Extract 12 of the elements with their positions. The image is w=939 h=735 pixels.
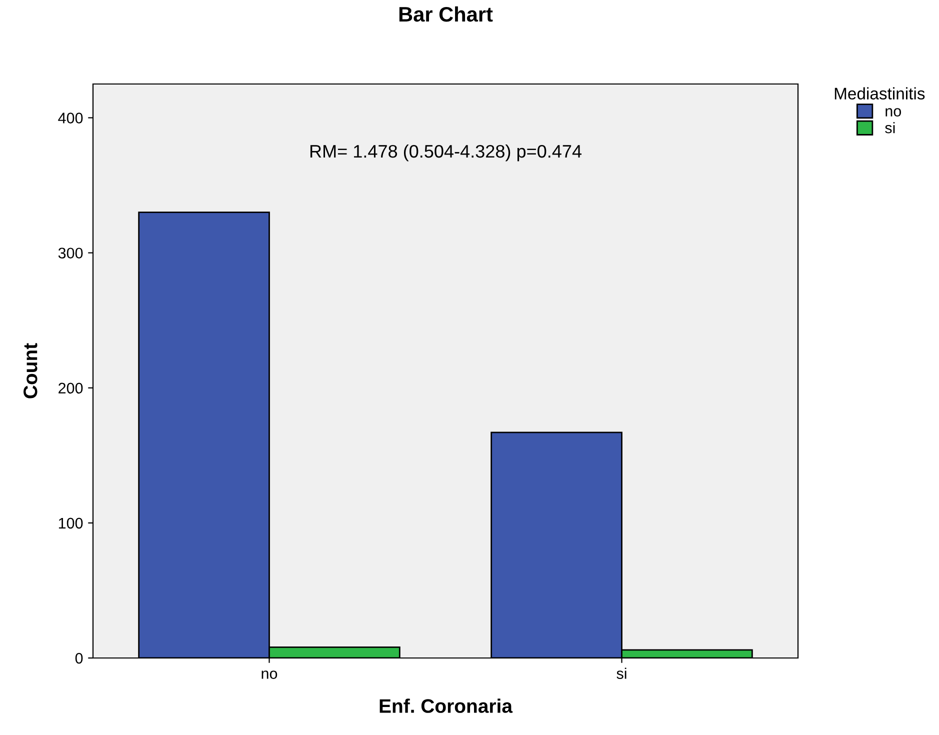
legend-label: no (886, 108, 902, 117)
y-tick-label: 400 (58, 112, 83, 124)
y-tick-label: 300 (58, 248, 83, 259)
legend-label: si (885, 122, 895, 134)
x-axis-title: Enf. Coronaria (380, 698, 513, 713)
y-tick-label: 0 (75, 652, 83, 664)
y-axis-title: Count (24, 343, 38, 398)
legend-title: Mediastinitis (834, 87, 925, 100)
chart-title: Bar Chart (399, 6, 493, 22)
annotation: RM= 1.478 (0.504-4.328) p=0.474 (310, 144, 582, 162)
y-tick-label: 200 (58, 382, 83, 394)
y-tick-label: 100 (58, 518, 83, 529)
